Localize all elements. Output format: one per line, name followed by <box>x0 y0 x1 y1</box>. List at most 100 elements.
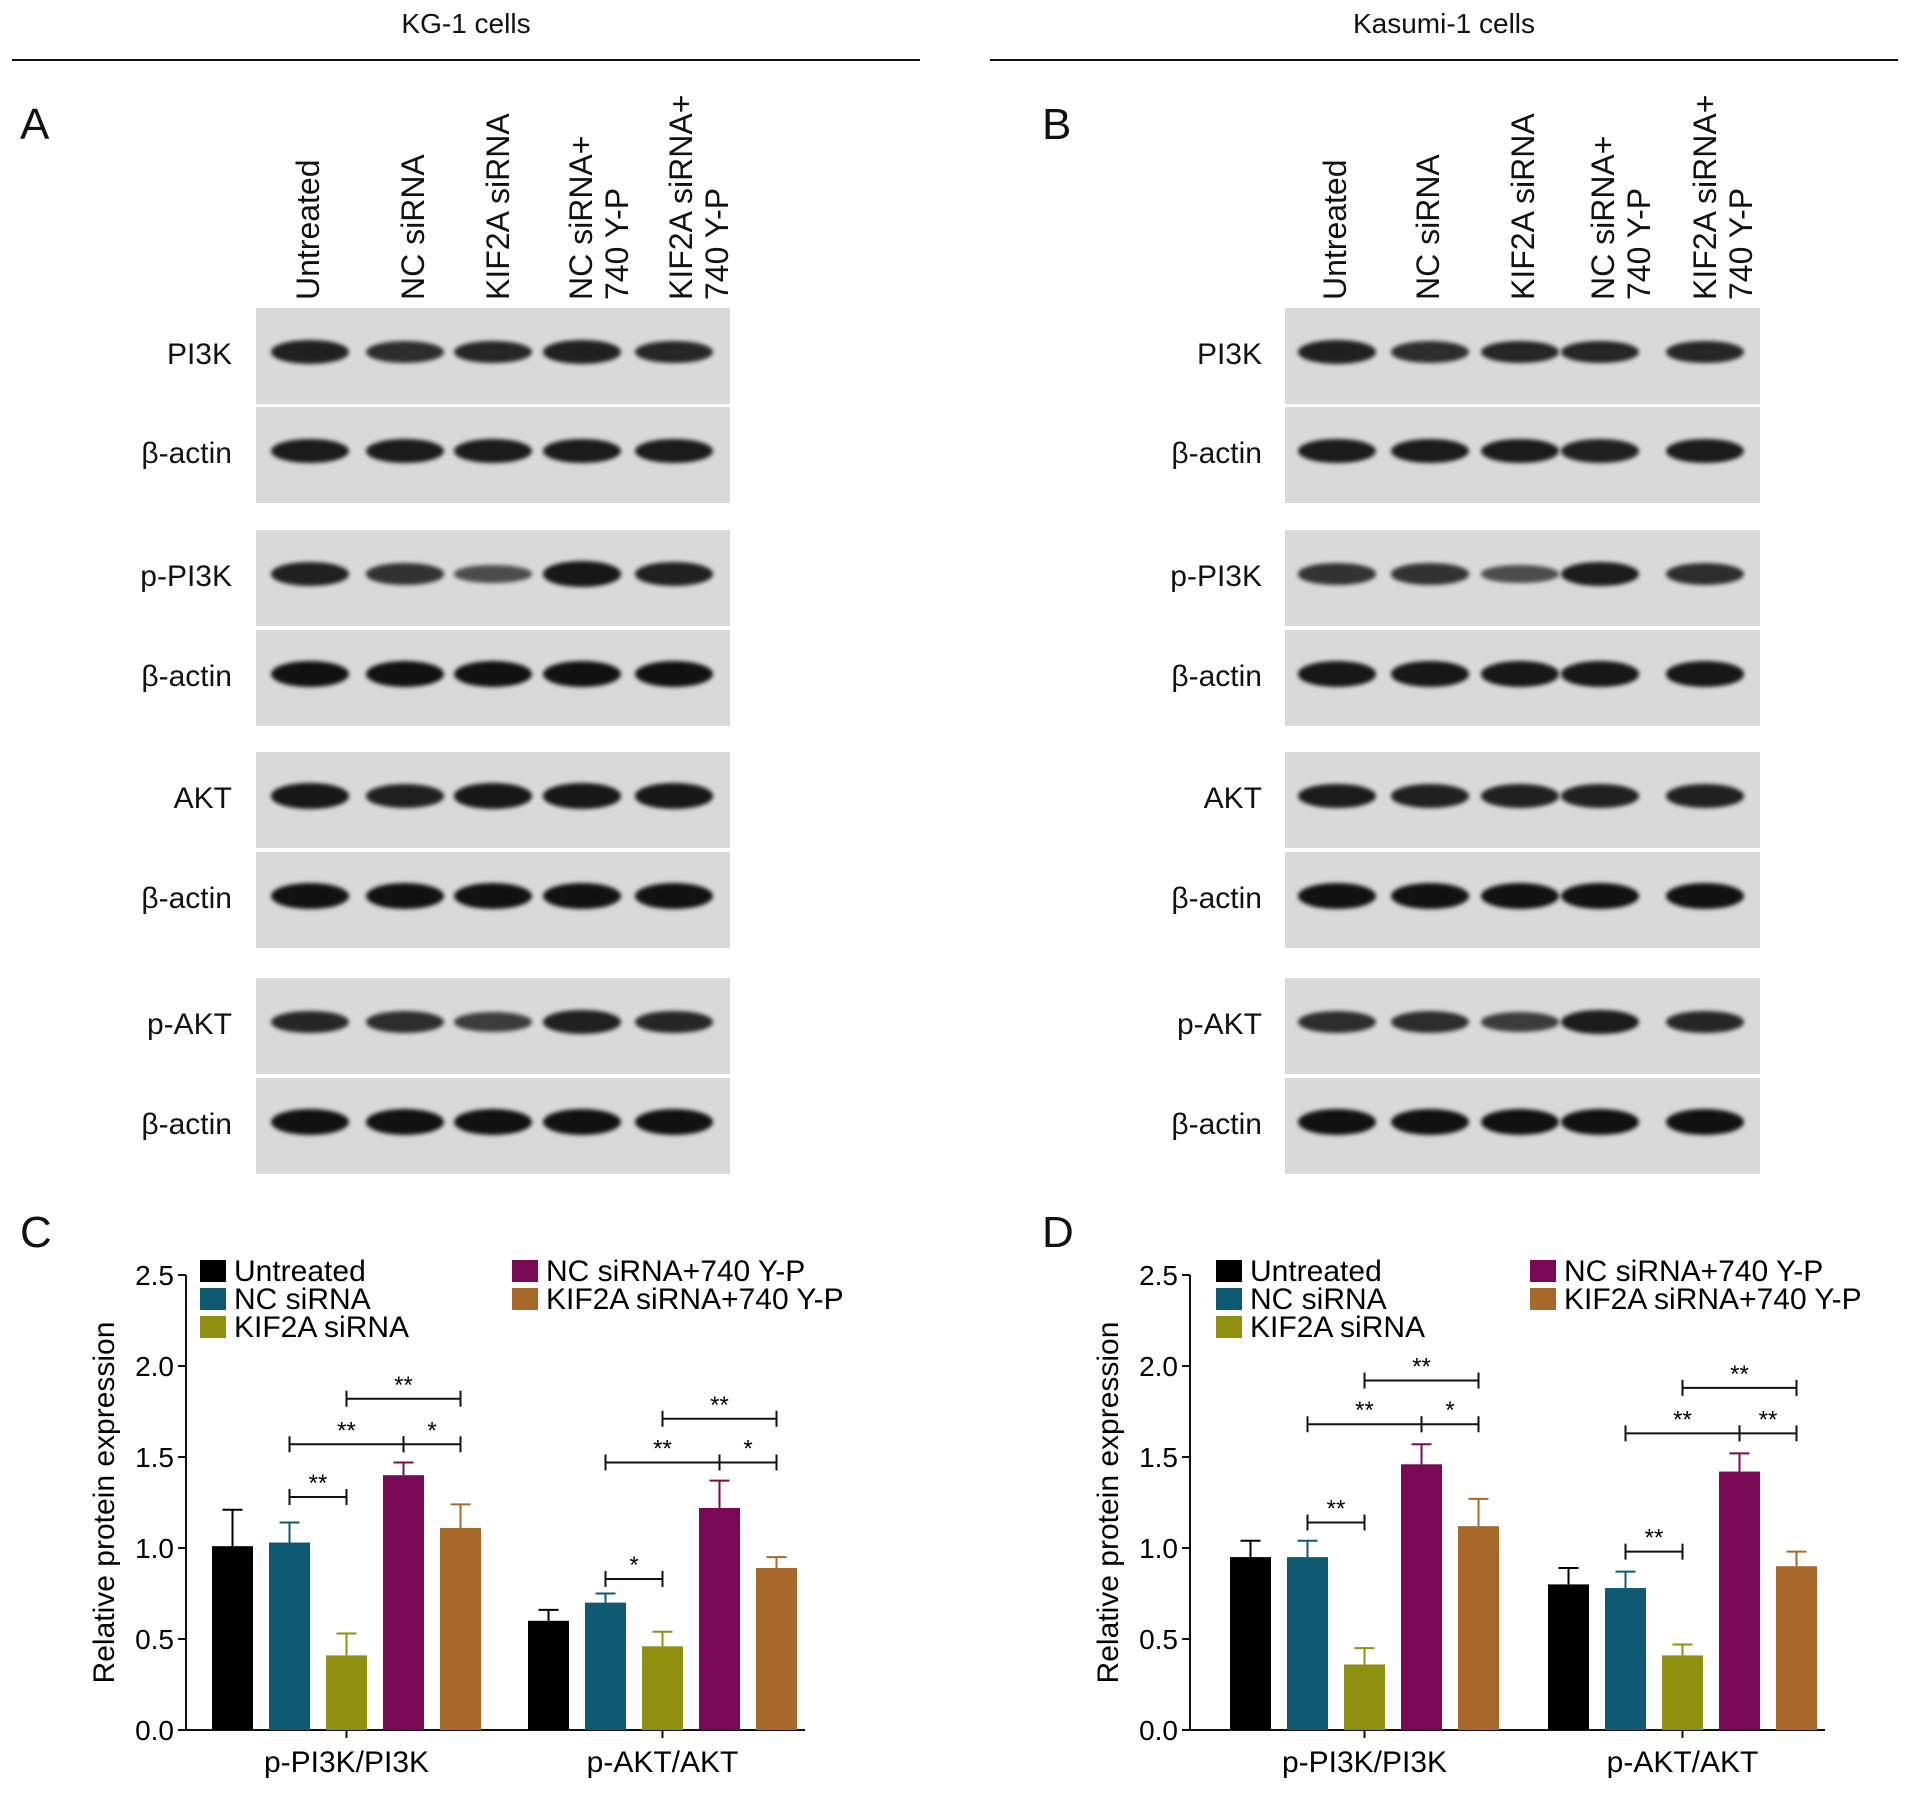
blot-band <box>1481 661 1559 687</box>
bar <box>269 1542 310 1730</box>
bar <box>383 1475 424 1730</box>
blot-label: p-AKT <box>1176 1008 1262 1041</box>
legend-swatch <box>512 1260 538 1282</box>
legend-label: NC siRNA <box>1250 1283 1387 1316</box>
x-tick-label: p-PI3K/PI3K <box>264 1746 429 1779</box>
blot-label: p-PI3K <box>1170 560 1262 593</box>
blot-label: AKT <box>173 782 232 815</box>
bar <box>440 1527 481 1730</box>
significance-label: ** <box>1645 1525 1664 1552</box>
significance-label: * <box>1445 1397 1454 1424</box>
blot-band <box>1391 1011 1469 1033</box>
significance-label: * <box>427 1417 436 1444</box>
blot-label: AKT <box>1203 782 1262 815</box>
blot-band <box>635 661 713 687</box>
significance-label: ** <box>1673 1406 1692 1433</box>
x-tick-label: p-AKT/AKT <box>1607 1746 1759 1779</box>
chart-c: 0.0 0.5 1.0 1.5 2.0 2.5 Relative protein expre… <box>88 1255 844 1779</box>
blot-label: β-actin <box>141 1108 232 1141</box>
bar <box>1344 1664 1385 1730</box>
blot-band <box>1666 661 1744 687</box>
y-tick-label: 1.0 <box>1139 1533 1178 1564</box>
blot-strip <box>1285 407 1760 503</box>
legend-swatch <box>1530 1288 1556 1310</box>
legend-label: KIF2A siRNA <box>234 1311 409 1344</box>
blot-band <box>366 563 444 585</box>
blot-band <box>1561 561 1639 587</box>
blot-band <box>454 565 532 583</box>
blot-band <box>1666 1109 1744 1135</box>
lane-label: NC siRNA+ 740 Y-P <box>1585 135 1657 300</box>
legend-swatch <box>200 1260 226 1282</box>
blot-band <box>543 340 621 364</box>
legend-label: KIF2A siRNA+740 Y-P <box>1564 1283 1862 1316</box>
blot-band <box>635 1109 713 1135</box>
blot-band <box>1391 438 1469 464</box>
blot-label: PI3K <box>166 338 232 371</box>
legend-swatch <box>1530 1260 1556 1282</box>
legend-label: NC siRNA+740 Y-P <box>546 1255 805 1288</box>
chart-d: 0.0 0.5 1.0 1.5 2.0 2.5 Relative protein expre… <box>1092 1255 1862 1779</box>
blot-band <box>1298 563 1376 585</box>
blot-band <box>1391 883 1469 909</box>
significance-label: * <box>629 1552 638 1579</box>
blot-band <box>271 783 349 809</box>
blot-label: β-actin <box>141 437 232 470</box>
x-tick-label: p-AKT/AKT <box>587 1746 739 1779</box>
bar <box>1287 1557 1328 1730</box>
panel-b-lane-labels: Untreated NC siRNA KIF2A siRNA NC siRNA+ 740… <box>0 0 1913 300</box>
legend-label: KIF2A siRNA+740 Y-P <box>546 1283 844 1316</box>
x-tick-label: p-PI3K/PI3K <box>1282 1746 1447 1779</box>
blot-label: β-actin <box>1171 437 1262 470</box>
blot-band <box>1666 340 1744 364</box>
bar <box>1230 1557 1271 1730</box>
significance-label: ** <box>1355 1397 1374 1424</box>
panel-a-header: KG-1 cells <box>401 8 531 39</box>
blot-band <box>271 1109 349 1135</box>
blot-strip <box>256 852 730 948</box>
blot-band <box>1561 439 1639 463</box>
blot-strip <box>256 752 730 848</box>
bar <box>585 1602 626 1730</box>
blot-label: β-actin <box>141 660 232 693</box>
lane-label: NC siRNA <box>1410 154 1446 300</box>
legend-label: NC siRNA <box>234 1283 371 1316</box>
blot-label: p-AKT <box>146 1008 232 1041</box>
blot-band <box>1298 661 1376 687</box>
blot-band <box>1666 563 1744 585</box>
blot-band <box>366 1011 444 1033</box>
blot-band <box>1561 784 1639 808</box>
lane-label: Untreated <box>1317 159 1353 300</box>
legend-swatch <box>512 1288 538 1310</box>
legend-swatch <box>1216 1316 1242 1338</box>
significance-label: ** <box>394 1372 413 1399</box>
blot-band <box>635 438 713 464</box>
blot-band <box>1391 341 1469 363</box>
lane-label: KIF2A siRNA <box>1505 113 1541 300</box>
blot-band <box>1298 783 1376 809</box>
blot-label: β-actin <box>1171 1108 1262 1141</box>
blot-band <box>1391 784 1469 808</box>
blot-label: β-actin <box>1171 660 1262 693</box>
blot-strip <box>1285 308 1760 404</box>
blot-band <box>543 1010 621 1034</box>
lane-label: KIF2A siRNA+ 740 Y-P <box>1687 94 1759 300</box>
legend-label: NC siRNA+740 Y-P <box>1564 1255 1823 1288</box>
blot-strip <box>256 308 730 404</box>
blot-band <box>543 661 621 687</box>
bar <box>699 1507 740 1730</box>
blot-strip <box>1285 752 1760 848</box>
significance-label: ** <box>1730 1361 1749 1388</box>
blot-band <box>271 883 349 909</box>
bar <box>756 1568 797 1730</box>
bar <box>1458 1526 1499 1730</box>
legend-label: KIF2A siRNA <box>1250 1311 1425 1344</box>
blot-band <box>635 1010 713 1034</box>
bar <box>528 1620 569 1730</box>
blot-band <box>1298 340 1376 364</box>
blot-band <box>543 438 621 464</box>
y-tick-label: 1.5 <box>1139 1442 1178 1473</box>
y-tick-label: 1.0 <box>135 1533 174 1564</box>
blot-band <box>1298 1011 1376 1033</box>
legend-label: Untreated <box>1250 1255 1382 1288</box>
